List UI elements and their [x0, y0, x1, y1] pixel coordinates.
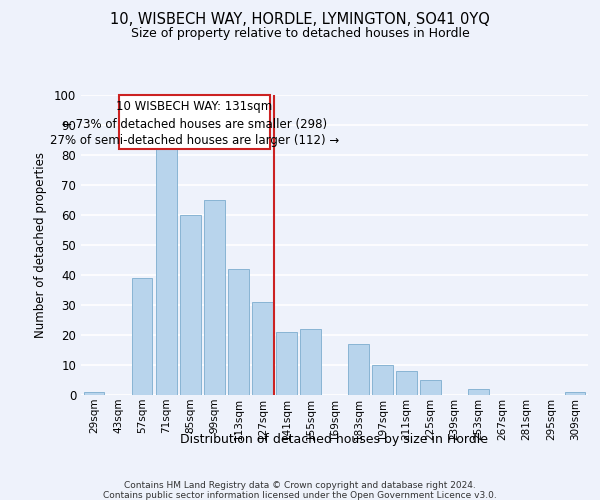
- Text: 10, WISBECH WAY, HORDLE, LYMINGTON, SO41 0YQ: 10, WISBECH WAY, HORDLE, LYMINGTON, SO41…: [110, 12, 490, 28]
- Bar: [469, 389, 489, 395]
- Text: Contains HM Land Registry data © Crown copyright and database right 2024.: Contains HM Land Registry data © Crown c…: [124, 481, 476, 490]
- Bar: [349, 344, 369, 395]
- Y-axis label: Number of detached properties: Number of detached properties: [34, 152, 47, 338]
- Text: Size of property relative to detached houses in Hordle: Size of property relative to detached ho…: [131, 28, 469, 40]
- Text: Contains public sector information licensed under the Open Government Licence v3: Contains public sector information licen…: [103, 491, 497, 500]
- Bar: [565, 392, 585, 395]
- Bar: [252, 302, 272, 395]
- Bar: [119, 95, 269, 149]
- Bar: [180, 215, 200, 395]
- Bar: [84, 392, 104, 395]
- Text: 27% of semi-detached houses are larger (112) →: 27% of semi-detached houses are larger (…: [50, 134, 339, 147]
- Bar: [421, 380, 441, 395]
- Text: 10 WISBECH WAY: 131sqm: 10 WISBECH WAY: 131sqm: [116, 100, 272, 114]
- Bar: [373, 365, 393, 395]
- Bar: [397, 371, 417, 395]
- Bar: [132, 278, 152, 395]
- Bar: [204, 200, 224, 395]
- Text: Distribution of detached houses by size in Hordle: Distribution of detached houses by size …: [180, 432, 488, 446]
- Bar: [156, 149, 176, 395]
- Bar: [276, 332, 296, 395]
- Bar: [228, 269, 248, 395]
- Bar: [300, 329, 320, 395]
- Text: ← 73% of detached houses are smaller (298): ← 73% of detached houses are smaller (29…: [62, 118, 327, 130]
